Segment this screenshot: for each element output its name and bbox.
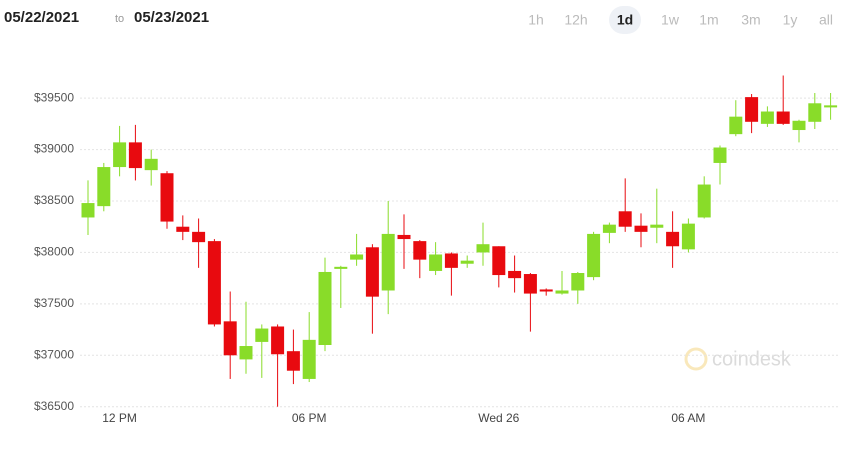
candle-body <box>523 274 537 294</box>
candle-body <box>302 339 316 379</box>
candle-body <box>350 254 364 260</box>
y-tick-label: $38000 <box>34 245 74 259</box>
candle-body <box>618 211 632 227</box>
candle-body <box>192 231 206 243</box>
candle-body <box>255 328 269 342</box>
range-button[interactable]: 1h <box>528 12 544 28</box>
y-tick-label: $39000 <box>34 142 74 156</box>
y-tick-label: $36500 <box>34 399 74 413</box>
watermark-text: coindesk <box>712 348 792 370</box>
candle-body <box>81 203 95 218</box>
watermark: coindesk <box>684 347 792 371</box>
range-button[interactable]: 12h <box>564 12 587 28</box>
x-tick-label: 06 AM <box>671 411 705 425</box>
y-tick-label: $37500 <box>34 296 74 310</box>
x-tick-label: 06 PM <box>292 411 327 425</box>
candle-body <box>271 326 285 355</box>
candle-body <box>602 224 616 233</box>
candle-body <box>239 346 253 360</box>
x-tick-label: Wed 26 <box>478 411 519 425</box>
range-button[interactable]: 1w <box>661 12 680 28</box>
candle-body <box>634 225 648 232</box>
range-button[interactable]: 1d <box>617 12 633 28</box>
y-tick-label: $39500 <box>34 90 74 104</box>
candle-body <box>808 103 822 122</box>
range-button[interactable]: 1m <box>699 12 718 28</box>
date-from: 05/22/2021 <box>4 9 79 26</box>
candle-body <box>729 116 743 135</box>
watermark-logo <box>684 347 708 371</box>
candle-body <box>223 321 237 356</box>
range-selected-bg <box>609 6 641 34</box>
range-button[interactable]: all <box>819 12 833 28</box>
candle-body <box>334 266 348 269</box>
candle-body <box>776 111 790 124</box>
candle-body <box>539 289 553 292</box>
candle-body <box>555 290 569 294</box>
candle-body <box>160 173 174 222</box>
range-button[interactable]: 1y <box>783 12 798 28</box>
candle-body <box>650 224 664 228</box>
date-to: 05/23/2021 <box>134 9 209 26</box>
candle-body <box>318 271 332 345</box>
candle-body <box>444 253 458 268</box>
candle-body <box>745 97 759 122</box>
candle-body <box>824 105 838 108</box>
candle-body <box>697 184 711 218</box>
candle-body <box>508 270 522 279</box>
candle-body <box>128 142 142 169</box>
candle-body <box>587 233 601 278</box>
candle-body <box>365 247 379 297</box>
candle-body <box>144 158 158 171</box>
candle-body <box>571 273 585 291</box>
candle-body <box>492 246 506 276</box>
range-button[interactable]: 3m <box>741 12 760 28</box>
candle-body <box>207 241 221 325</box>
x-tick-label: 12 PM <box>102 411 137 425</box>
date-separator: to <box>115 13 124 25</box>
candle-body <box>792 120 806 131</box>
range-selector: 1h 12h 1d 1w 1m 3m 1y all <box>528 6 833 34</box>
candle-body <box>113 142 127 168</box>
y-tick-label: $38500 <box>34 193 74 207</box>
candle-body <box>760 111 774 124</box>
candle-body <box>681 223 695 250</box>
candle-body <box>97 167 111 207</box>
candle-body <box>460 260 474 264</box>
candle-body <box>476 244 490 253</box>
candle-body <box>397 234 411 240</box>
candle-body <box>176 226 190 232</box>
candle-body <box>381 233 395 291</box>
candle-body <box>413 241 427 260</box>
candle-body <box>713 147 727 163</box>
y-tick-label: $37000 <box>34 347 74 361</box>
candle-body <box>429 254 443 271</box>
candle-body <box>666 231 680 247</box>
candle-body <box>286 351 300 371</box>
